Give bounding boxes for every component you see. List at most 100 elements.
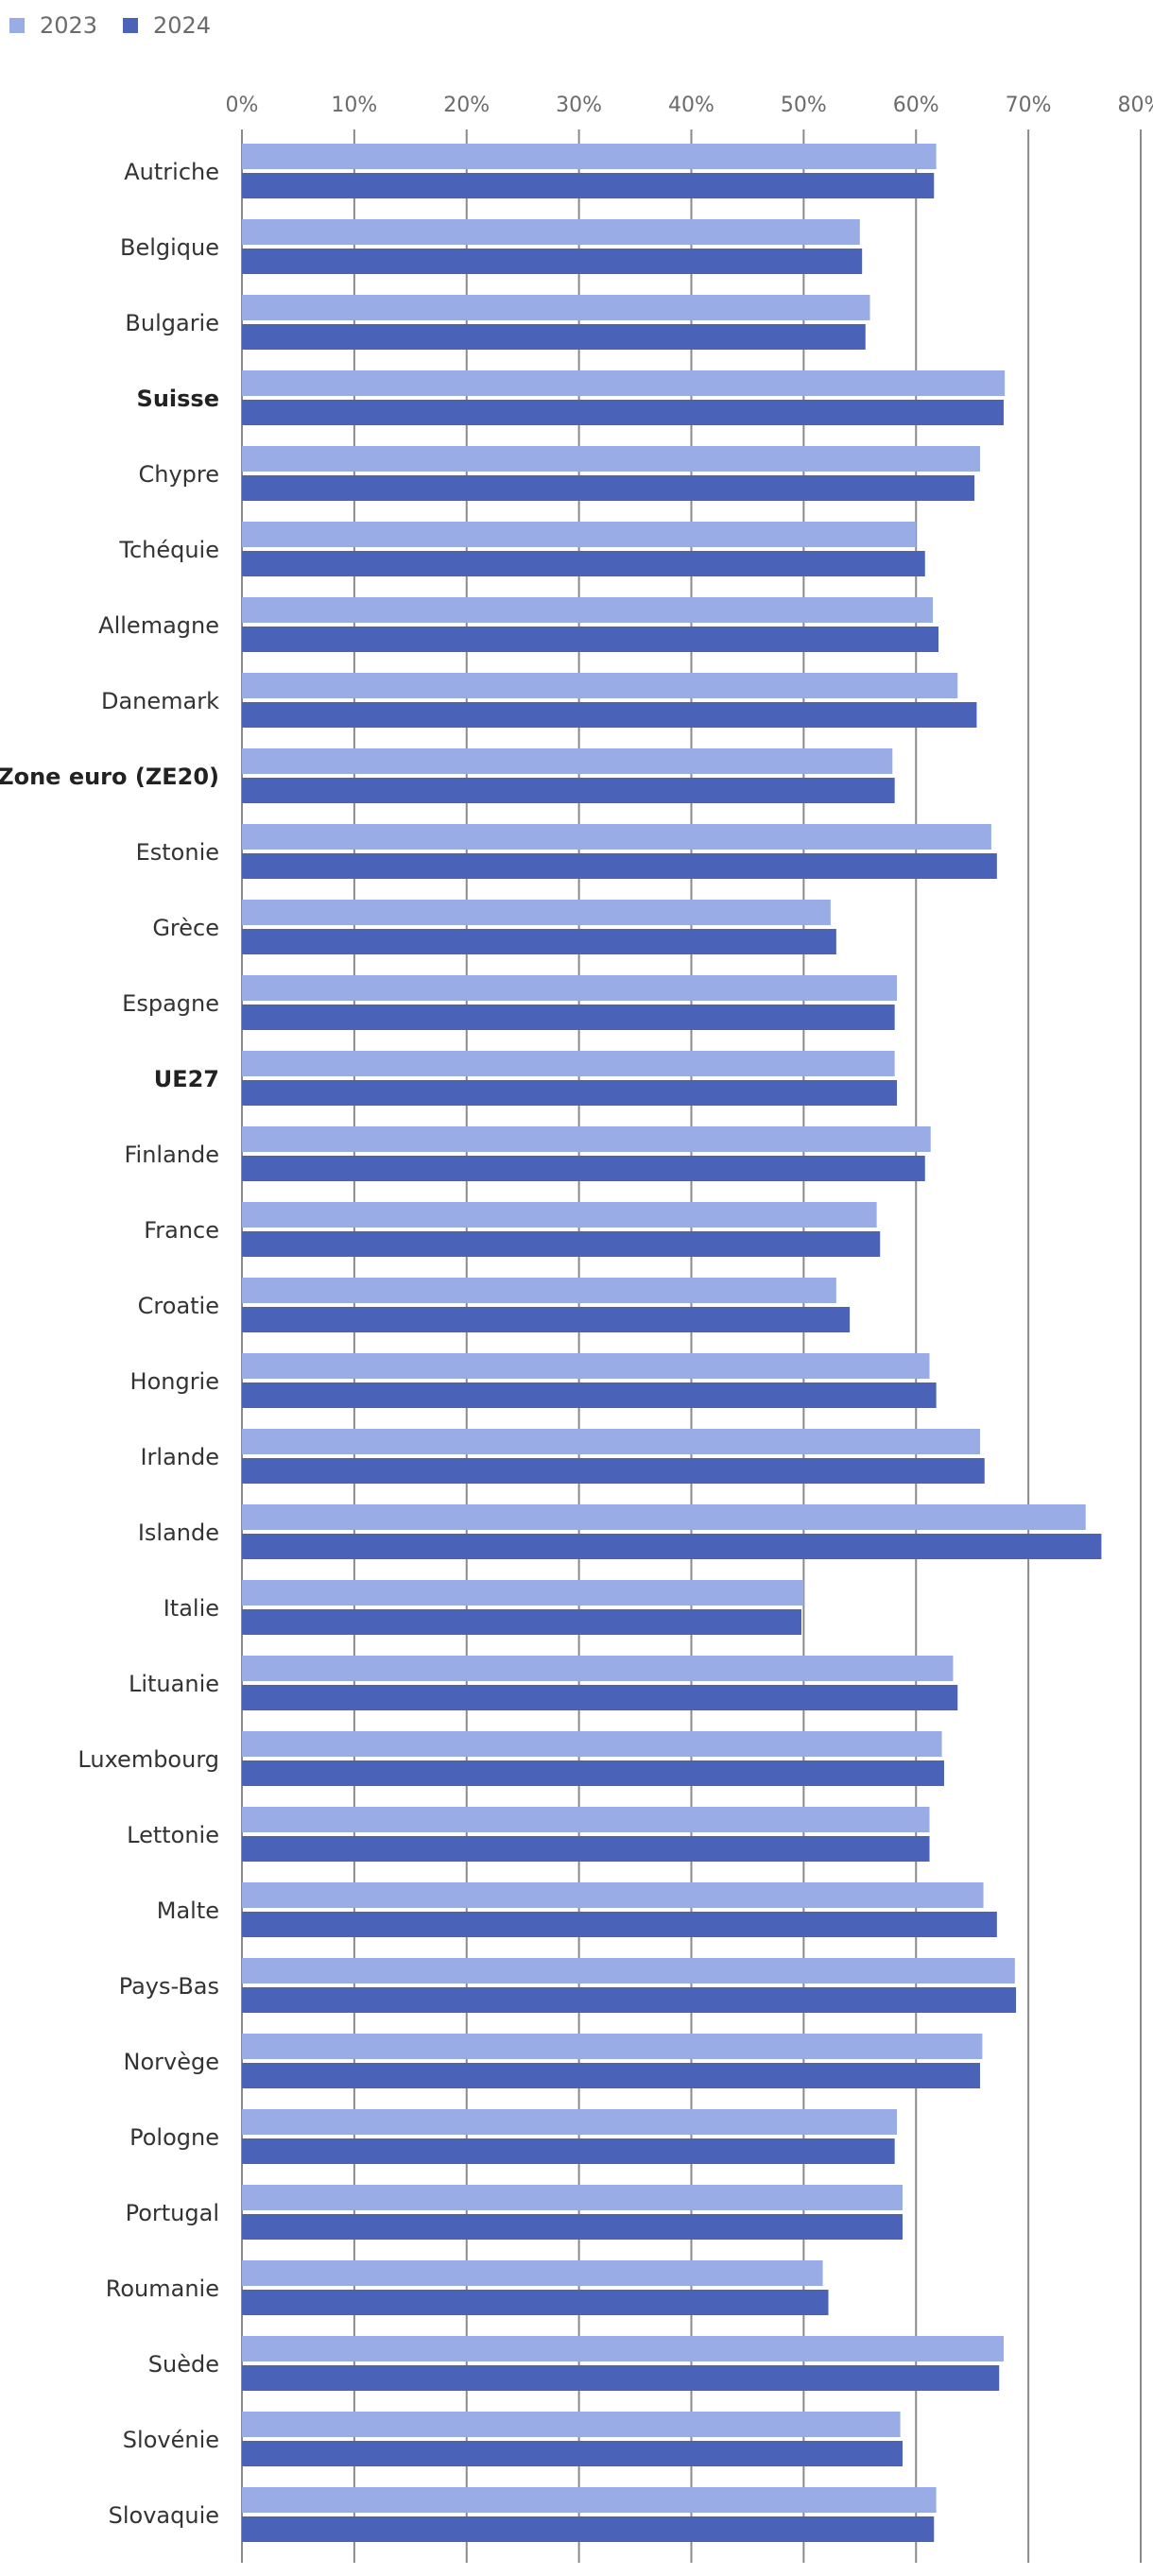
legend-swatch-2024 (123, 18, 138, 33)
category-label: Portugal (126, 2200, 219, 2226)
category-label: Roumanie (106, 2275, 219, 2302)
category-label: Suisse (137, 386, 219, 412)
x-tick-label: 50% (781, 94, 827, 117)
bar-2023-16 (242, 1353, 930, 1379)
bar-2024-30 (242, 2441, 903, 2466)
bar-2023-3 (242, 370, 1006, 396)
bar-2024-1 (242, 249, 863, 274)
category-label: Islande (138, 1520, 219, 1546)
category-label: Lituanie (129, 1671, 219, 1697)
category-label: UE27 (154, 1066, 219, 1092)
category-label: Autriche (124, 159, 219, 185)
bar-2024-6 (242, 627, 939, 652)
bar-2024-16 (242, 1382, 937, 1408)
category-label: Finlande (124, 1142, 219, 1168)
bar-2024-23 (242, 1912, 997, 1937)
category-label: Chypre (138, 461, 219, 488)
bar-2023-18 (242, 1504, 1086, 1530)
bars (242, 144, 1102, 2542)
bar-2023-21 (242, 1731, 942, 1757)
category-label: Zone euro (ZE20) (0, 764, 219, 790)
bar-2024-9 (242, 853, 997, 879)
category-label: Bulgarie (125, 310, 219, 336)
category-label: Pologne (129, 2124, 219, 2151)
x-tick-label: 20% (443, 94, 490, 117)
bar-2023-2 (242, 295, 870, 320)
category-label: Luxembourg (77, 1746, 219, 1773)
x-tick-label: 70% (1006, 94, 1052, 117)
bar-2023-22 (242, 1807, 930, 1832)
bar-2023-11 (242, 975, 898, 1001)
legend-label-2023: 2023 (40, 12, 97, 39)
category-label: Croatie (138, 1293, 219, 1319)
bar-2024-11 (242, 1005, 895, 1030)
bar-2024-20 (242, 1685, 958, 1710)
legend-label-2024: 2024 (153, 12, 211, 39)
category-label: Pays-Bas (119, 1973, 219, 2000)
bar-2023-10 (242, 900, 831, 925)
bar-2023-9 (242, 824, 991, 850)
bar-2023-20 (242, 1656, 954, 1681)
category-label: Grèce (152, 915, 219, 941)
category-label: Danemark (101, 688, 219, 714)
category-label: Allemagne (98, 612, 219, 639)
bar-2023-30 (242, 2412, 901, 2437)
category-label: Lettonie (127, 1822, 219, 1848)
category-label: Slovénie (123, 2427, 219, 2453)
bar-2024-8 (242, 778, 895, 803)
bar-2023-4 (242, 446, 981, 472)
bar-2023-12 (242, 1051, 895, 1076)
category-labels: Autriche Belgique Bulgarie Suisse Chypre Tché… (0, 159, 219, 2529)
bar-2023-24 (242, 1958, 1015, 1984)
bar-2023-17 (242, 1429, 981, 1454)
bar-2023-19 (242, 1580, 804, 1606)
category-label: Italie (163, 1595, 219, 1622)
x-tick-label: 40% (668, 94, 714, 117)
bar-2023-28 (242, 2260, 823, 2286)
bar-2024-27 (242, 2214, 903, 2240)
bar-2024-18 (242, 1534, 1102, 1559)
x-tick-label: 30% (556, 94, 602, 117)
bar-2023-5 (242, 522, 917, 547)
category-label: Hongrie (130, 1368, 219, 1395)
bar-2024-12 (242, 1080, 898, 1106)
legend: 2023 2024 (9, 12, 211, 39)
category-label: Belgique (120, 234, 219, 261)
category-label: Irlande (140, 1444, 219, 1470)
x-tick-label: 0% (226, 94, 259, 117)
bar-2024-19 (242, 1609, 801, 1635)
bar-2024-21 (242, 1760, 944, 1786)
bar-2024-28 (242, 2290, 829, 2315)
bar-2023-0 (242, 144, 937, 169)
bar-2023-26 (242, 2109, 898, 2135)
bar-2024-26 (242, 2138, 895, 2164)
bar-2024-24 (242, 1987, 1017, 2013)
bar-2024-14 (242, 1231, 881, 1257)
bar-2023-14 (242, 1202, 877, 1228)
bar-2023-27 (242, 2185, 903, 2210)
bar-2024-0 (242, 173, 935, 198)
legend-swatch-2023 (9, 18, 25, 33)
bar-2024-2 (242, 324, 866, 350)
bar-2023-8 (242, 748, 893, 774)
category-label: Malte (157, 1898, 219, 1924)
bar-2023-29 (242, 2336, 1004, 2361)
bar-2024-15 (242, 1307, 851, 1332)
bar-2024-7 (242, 702, 977, 728)
bar-2024-25 (242, 2063, 981, 2088)
bar-2024-10 (242, 929, 836, 954)
bar-2023-15 (242, 1278, 836, 1303)
bar-2024-4 (242, 475, 975, 501)
x-axis-tick-labels: 0% 10% 20% 30% 40% 50% 60% 70% 80% (226, 94, 1153, 117)
bar-2023-23 (242, 1882, 984, 1908)
bar-2023-25 (242, 2034, 983, 2059)
x-tick-label: 60% (893, 94, 939, 117)
bar-2024-22 (242, 1836, 930, 1862)
bar-2023-6 (242, 597, 934, 623)
bar-2024-5 (242, 551, 925, 576)
category-label: Espagne (122, 990, 219, 1017)
category-label: Slovaquie (109, 2502, 219, 2529)
x-tick-label: 80% (1118, 94, 1153, 117)
bar-2023-31 (242, 2487, 937, 2513)
